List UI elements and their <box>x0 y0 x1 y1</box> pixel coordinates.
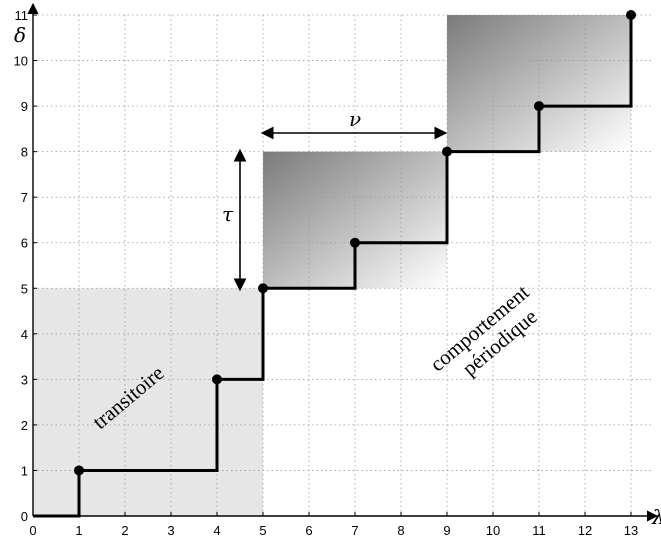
data-point <box>74 465 84 476</box>
x-tick-label: 1 <box>75 523 82 538</box>
transient-region <box>33 288 263 516</box>
shaded-regions <box>33 15 631 516</box>
y-tick-label: 0 <box>21 509 28 524</box>
data-point <box>350 237 360 248</box>
data-point <box>258 283 268 294</box>
x-tick-label: 4 <box>213 523 220 538</box>
data-point <box>212 374 222 385</box>
x-tick-label: 7 <box>351 523 358 538</box>
x-tick-label: 12 <box>578 523 592 538</box>
y-tick-label: 4 <box>21 327 28 342</box>
x-tick-label: 9 <box>443 523 450 538</box>
x-tick-label: 3 <box>167 523 174 538</box>
x-tick-label: 10 <box>486 523 500 538</box>
step-series <box>33 10 636 518</box>
y-axis-title: δ <box>14 23 26 47</box>
y-tick-label: 3 <box>21 372 28 387</box>
periodic-label: comportement périodique <box>425 280 542 381</box>
nu-label: ν <box>349 107 361 131</box>
data-point <box>626 10 636 20</box>
x-tick-label: 0 <box>29 523 36 538</box>
y-tick-label: 9 <box>21 99 28 114</box>
data-point <box>442 146 452 157</box>
x-tick-label: 5 <box>259 523 266 538</box>
x-tick-label: 11 <box>532 523 546 538</box>
y-tick-label: 7 <box>21 190 28 205</box>
y-tick-label: 8 <box>21 145 28 160</box>
x-axis-title: λ <box>651 505 661 529</box>
step-line <box>33 15 633 518</box>
y-tick-label: 5 <box>21 281 28 296</box>
y-tick-label: 1 <box>21 463 28 478</box>
y-tick-label: 11 <box>15 8 29 23</box>
x-tick-label: 2 <box>121 523 128 538</box>
y-tick-label: 10 <box>14 54 28 69</box>
x-tick-label: 6 <box>305 523 312 538</box>
y-tick-label: 6 <box>21 236 28 251</box>
x-tick-label: 8 <box>397 523 404 538</box>
data-point <box>534 101 544 112</box>
x-tick-label: 13 <box>624 523 638 538</box>
y-tick-label: 2 <box>21 418 28 433</box>
tau-label: τ <box>222 202 234 226</box>
